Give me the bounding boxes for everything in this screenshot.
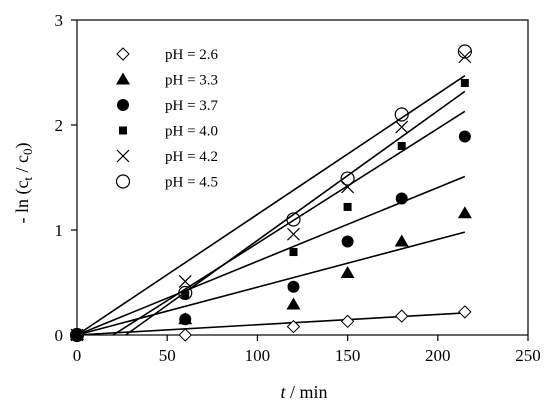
x-tick-label: 100	[245, 346, 271, 365]
fit-line-series-5	[76, 74, 466, 336]
x-tick-label: 200	[425, 346, 451, 365]
data-point-series-5	[286, 212, 301, 227]
y-tick-label: 0	[55, 326, 64, 345]
data-point-series-0	[340, 314, 355, 329]
data-point-series-0	[286, 319, 301, 334]
y-tick-label: 2	[55, 116, 64, 135]
legend-marker	[119, 126, 127, 135]
data-points	[69, 44, 472, 343]
x-marker-stroke	[458, 50, 472, 64]
data-point-series-3	[397, 142, 406, 150]
x-tick-label: 0	[73, 346, 82, 365]
y-axis-label: - ln (ct / c0)	[12, 142, 35, 223]
fit-lines	[76, 74, 466, 336]
legend-marker	[115, 174, 131, 189]
legend-label: pH = 4.5	[165, 175, 218, 191]
y-tick-label: 1	[55, 221, 64, 240]
data-point-series-3	[181, 291, 190, 300]
x-marker-stroke	[178, 275, 192, 288]
legend-marker	[116, 47, 130, 61]
data-point-series-3	[343, 202, 352, 211]
data-point-series-4	[287, 227, 300, 241]
plot-frame	[76, 19, 529, 336]
fit-line-series-1	[76, 231, 466, 336]
x-marker-stroke	[116, 149, 130, 163]
x-axis-label: t / min	[280, 382, 327, 402]
y-tick-label: 3	[55, 11, 64, 30]
legend-marker	[116, 72, 130, 85]
data-point-series-5	[457, 44, 472, 59]
data-point-series-1	[286, 297, 301, 310]
legend-marker	[117, 99, 129, 111]
x-marker-stroke	[287, 227, 300, 241]
data-point-series-5	[394, 107, 409, 122]
x-tick-label: 150	[335, 346, 361, 365]
data-point-series-2	[395, 192, 408, 205]
legend-label: pH = 3.3	[165, 73, 218, 89]
legend-label: pH = 4.2	[165, 149, 218, 165]
x-tick-label: 50	[159, 346, 176, 365]
data-point-series-2	[458, 130, 471, 143]
fit-line-series-3	[112, 110, 466, 336]
x-marker-stroke	[395, 120, 409, 134]
data-point-series-2	[179, 313, 192, 326]
x-marker-stroke	[70, 328, 84, 342]
legend-label: pH = 4.0	[165, 124, 218, 140]
data-point-series-2	[287, 280, 300, 293]
data-point-series-4	[70, 328, 84, 342]
data-point-series-1	[394, 234, 409, 247]
data-point-series-5	[340, 171, 355, 186]
data-point-series-4	[395, 120, 409, 134]
data-point-series-0	[458, 305, 472, 319]
x-tick-label: 250	[515, 346, 541, 365]
data-point-series-0	[178, 328, 192, 342]
legend: pH = 2.6 pH = 3.3 pH = 3.7 pH = 4.0 pH = 4.2…	[115, 47, 219, 191]
data-point-series-3	[289, 248, 298, 257]
data-point-series-0	[395, 309, 409, 323]
data-point-series-4	[178, 275, 192, 288]
data-point-series-3	[460, 79, 469, 87]
legend-label: pH = 3.7	[165, 98, 219, 114]
legend-marker	[116, 149, 130, 163]
legend-label: pH = 2.6	[165, 47, 219, 63]
data-point-series-1	[340, 266, 355, 279]
data-point-series-4	[458, 50, 472, 64]
data-point-series-5	[69, 327, 85, 343]
data-point-series-1	[457, 206, 472, 219]
axes: 0 50 100 150 200 250 0 1 2 3	[55, 11, 541, 365]
data-point-series-5	[178, 285, 193, 301]
data-point-series-2	[341, 235, 354, 248]
